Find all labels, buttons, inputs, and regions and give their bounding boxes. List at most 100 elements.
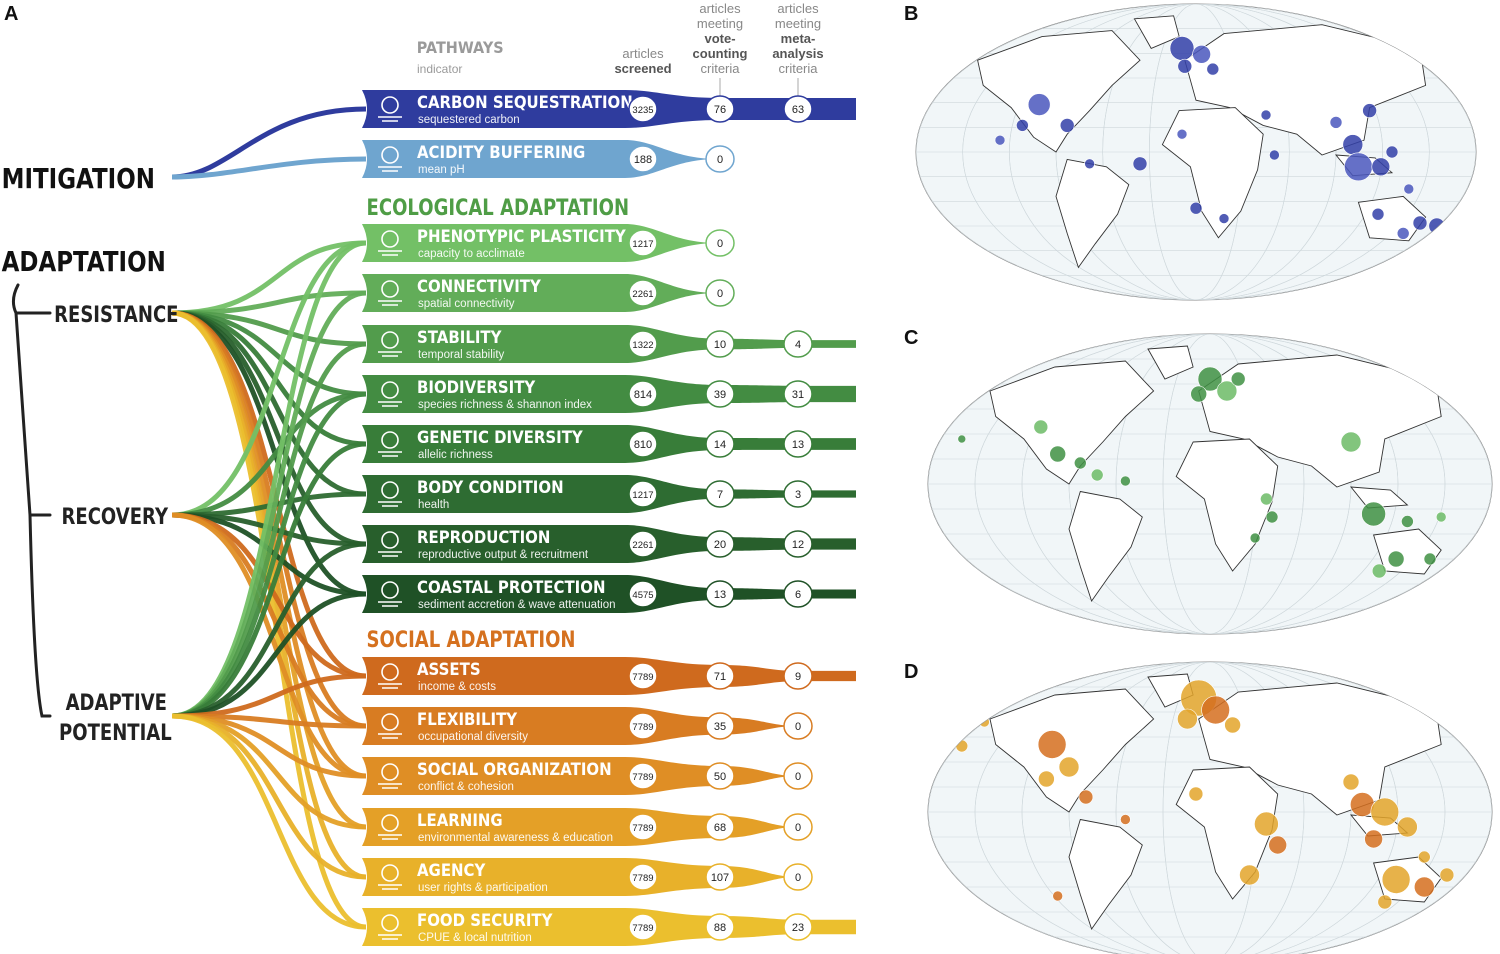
study-site-dot xyxy=(1418,850,1431,864)
fish-heart-icon xyxy=(378,481,402,507)
screened-count: 4575 xyxy=(632,590,653,601)
vote-counting-bubble xyxy=(705,863,735,891)
study-site-dot xyxy=(1254,811,1279,837)
pathway-band xyxy=(362,525,856,563)
study-site-dot xyxy=(1342,134,1364,155)
study-site-dot xyxy=(1177,58,1193,74)
pathway-subtitle: species richness & shannon index xyxy=(418,399,592,411)
pathway-band xyxy=(362,575,856,613)
vote-counting-count: 0 xyxy=(717,238,723,250)
map-landmass xyxy=(1147,345,1194,380)
header-meta-4: analysis xyxy=(772,46,823,61)
study-site-dot xyxy=(1423,552,1437,566)
pathway-band xyxy=(362,657,856,695)
study-site-dot xyxy=(1120,814,1131,825)
flow-curve xyxy=(171,441,367,719)
flow-curve xyxy=(171,713,367,930)
meta-analysis-count: 13 xyxy=(792,439,804,451)
study-site-dot xyxy=(1329,116,1343,129)
column-headers: PATHWAYS indicator articles screened art… xyxy=(417,1,824,96)
person-arms-up-icon xyxy=(378,864,402,890)
fish-coral-icon xyxy=(378,230,402,256)
study-site-dot xyxy=(1084,158,1095,170)
vote-counting-bubble xyxy=(705,580,735,608)
meta-analysis-count: 12 xyxy=(792,539,804,551)
left-labels: MITIGATION ADAPTATION RESISTANCE RECOVER… xyxy=(2,163,179,746)
study-site-dot xyxy=(1371,207,1385,221)
header-vote-3: vote- xyxy=(704,31,735,46)
vote-counting-count: 107 xyxy=(711,872,729,884)
meta-analysis-bubble xyxy=(783,380,813,408)
study-site-dot xyxy=(1397,816,1418,838)
study-site-dot xyxy=(1016,119,1029,132)
flow-curve xyxy=(171,391,367,518)
pathway-subtitle: temporal stability xyxy=(418,349,505,361)
vote-counting-bubble xyxy=(705,95,735,123)
vote-counting-bubble xyxy=(705,380,735,408)
family-tree-icon xyxy=(378,531,402,557)
vote-counting-count: 71 xyxy=(714,671,726,683)
meta-analysis-count: 0 xyxy=(795,822,801,834)
pathway-subtitle: user rights & participation xyxy=(418,882,548,894)
vote-counting-bubble xyxy=(705,813,735,841)
study-site-dot xyxy=(1362,103,1377,118)
pathway-title: BODY CONDITION xyxy=(417,477,564,497)
study-site-dot xyxy=(1049,445,1066,463)
header-vote-5: criteria xyxy=(700,61,740,76)
pathway-title: SOCIAL ORGANIZATION xyxy=(417,759,612,779)
vote-counting-bubble xyxy=(705,145,735,173)
pathway-band xyxy=(362,707,798,745)
study-site-dot xyxy=(1224,716,1241,734)
study-site-dot xyxy=(1090,468,1104,482)
header-screened-1: articles xyxy=(622,46,664,61)
vote-counting-bubble xyxy=(705,762,735,790)
pathway-title: PHENOTYPIC PLASTICITY xyxy=(417,226,626,246)
section-title-ecological: ECOLOGICAL ADAPTATION xyxy=(367,194,630,220)
screened-count: 2261 xyxy=(632,289,653,300)
label-potential: POTENTIAL xyxy=(59,719,172,745)
vote-counting-count: 7 xyxy=(717,489,723,501)
label-adaptive: ADAPTIVE xyxy=(66,689,167,715)
map-landmass xyxy=(989,688,1155,813)
study-site-dot xyxy=(1370,797,1400,827)
study-site-dot xyxy=(1038,770,1055,788)
meta-analysis-count: 0 xyxy=(795,721,801,733)
pathway-title: FLEXIBILITY xyxy=(417,709,517,729)
panel-label-c: C xyxy=(904,327,918,349)
world-map-d xyxy=(927,661,1493,954)
flow-curves xyxy=(171,106,367,930)
study-site-dot xyxy=(1192,44,1211,64)
pathway-subtitle: occupational diversity xyxy=(418,731,528,743)
hand-info-icon xyxy=(378,814,402,840)
label-mitigation: MITIGATION xyxy=(2,163,155,196)
pathway-title: FOOD SECURITY xyxy=(417,910,553,930)
study-site-dot xyxy=(1361,501,1386,527)
vote-counting-count: 35 xyxy=(714,721,726,733)
meta-analysis-count: 0 xyxy=(795,771,801,783)
study-site-dot xyxy=(1344,152,1373,182)
pathway-subtitle: income & costs xyxy=(418,681,496,693)
screened-count: 814 xyxy=(634,389,652,401)
screened-count: 7789 xyxy=(632,722,653,733)
study-site-dot xyxy=(1268,835,1287,855)
pathway-subtitle: sediment accretion & wave attenuation xyxy=(418,599,616,611)
study-site-dot xyxy=(1435,511,1447,523)
pathway-row: FOOD SECURITY CPUE & local nutrition 7789 8… xyxy=(362,908,856,946)
study-site-dot xyxy=(1230,371,1246,387)
study-site-dot xyxy=(1377,894,1393,910)
world-map-c xyxy=(927,333,1493,635)
pathway-subtitle: spatial connectivity xyxy=(418,298,515,310)
meta-analysis-bubble xyxy=(783,762,813,790)
study-site-dot xyxy=(1269,149,1280,161)
meta-analysis-bubble xyxy=(783,580,813,608)
screened-bubble xyxy=(628,762,658,790)
meta-analysis-bubble xyxy=(783,430,813,458)
pathway-subtitle: sequestered carbon xyxy=(418,114,520,126)
vote-counting-bubble xyxy=(705,430,735,458)
study-site-dot xyxy=(1201,695,1230,725)
label-adaptation: ADAPTATION xyxy=(2,246,166,279)
study-site-dot xyxy=(1239,864,1260,886)
vote-counting-count: 0 xyxy=(717,154,723,166)
header-screened-2: screened xyxy=(614,61,671,76)
